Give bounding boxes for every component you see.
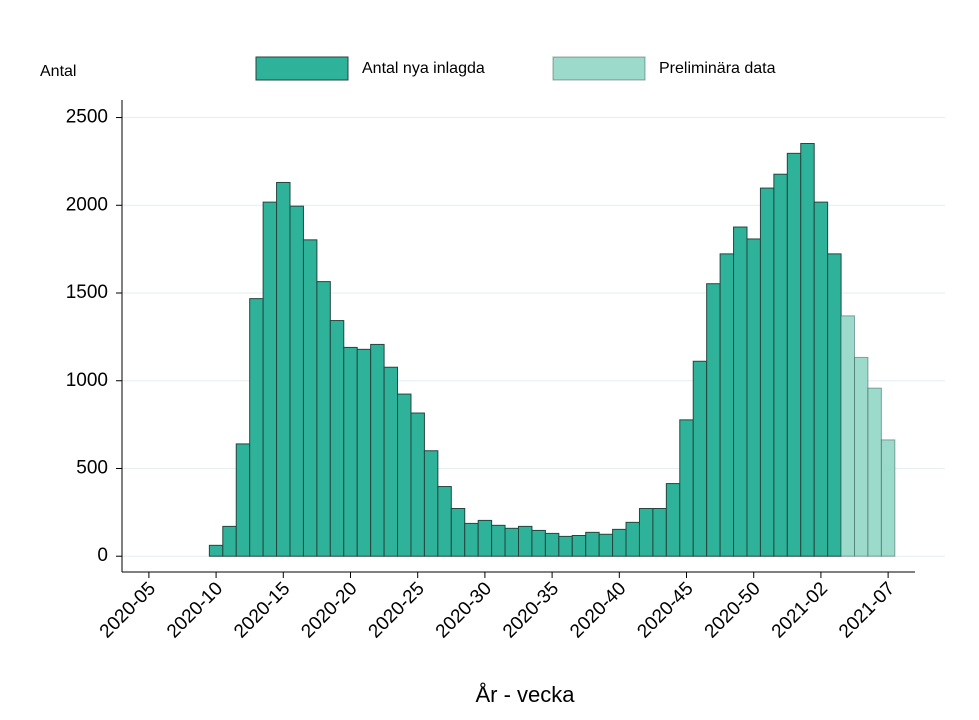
bar <box>692 360 708 557</box>
bar <box>356 348 372 557</box>
bar <box>329 320 345 557</box>
y-tick-label: 0 <box>97 545 108 566</box>
bar <box>249 298 264 557</box>
bar <box>383 366 399 557</box>
bar <box>773 173 788 557</box>
bar <box>262 201 278 557</box>
x-axis-label: År - vecka <box>475 682 575 707</box>
bar <box>222 525 237 557</box>
bar <box>235 443 251 557</box>
bar <box>518 525 533 557</box>
bar <box>289 205 304 557</box>
bar <box>410 412 425 557</box>
y-tick-label: 500 <box>76 457 108 478</box>
bar <box>208 544 224 557</box>
bar <box>531 529 546 557</box>
bar <box>733 226 748 557</box>
bar <box>477 519 493 557</box>
bar <box>665 483 681 557</box>
bar <box>316 281 331 557</box>
bar <box>813 201 829 557</box>
bar <box>370 343 385 557</box>
bar <box>652 507 667 557</box>
bar <box>867 387 882 557</box>
legend-label: Preliminära data <box>659 60 776 77</box>
bar <box>854 356 869 557</box>
bar <box>276 181 291 557</box>
bar <box>491 524 506 557</box>
bar <box>679 419 694 557</box>
bar <box>423 450 439 557</box>
bar <box>302 239 318 557</box>
bar <box>800 143 815 557</box>
bar <box>464 522 479 557</box>
bar <box>706 283 721 557</box>
bar <box>544 532 560 557</box>
legend-swatch <box>552 56 646 81</box>
bar <box>880 439 896 557</box>
bar <box>625 521 640 557</box>
bar <box>827 253 842 557</box>
bar <box>612 528 627 557</box>
y-tick-label: 2500 <box>66 107 108 128</box>
bar <box>504 527 520 557</box>
bar <box>746 238 761 557</box>
bar <box>759 187 775 557</box>
bar <box>450 507 466 557</box>
y-tick-label: 1000 <box>66 370 108 391</box>
bar <box>786 152 802 557</box>
bar <box>558 535 573 557</box>
bar <box>598 533 614 557</box>
bar <box>343 346 358 557</box>
y-tick-label: 1500 <box>66 282 108 303</box>
bar <box>638 507 654 557</box>
bar <box>397 393 412 557</box>
bar <box>719 253 735 557</box>
bar <box>585 531 600 557</box>
legend-label: Antal nya inlagda <box>362 60 485 77</box>
bar <box>437 486 452 557</box>
bar <box>840 315 856 557</box>
y-axis-label: Antal <box>40 63 76 80</box>
y-tick-label: 2000 <box>66 194 108 215</box>
legend-swatch <box>255 56 349 81</box>
bar <box>571 535 587 557</box>
